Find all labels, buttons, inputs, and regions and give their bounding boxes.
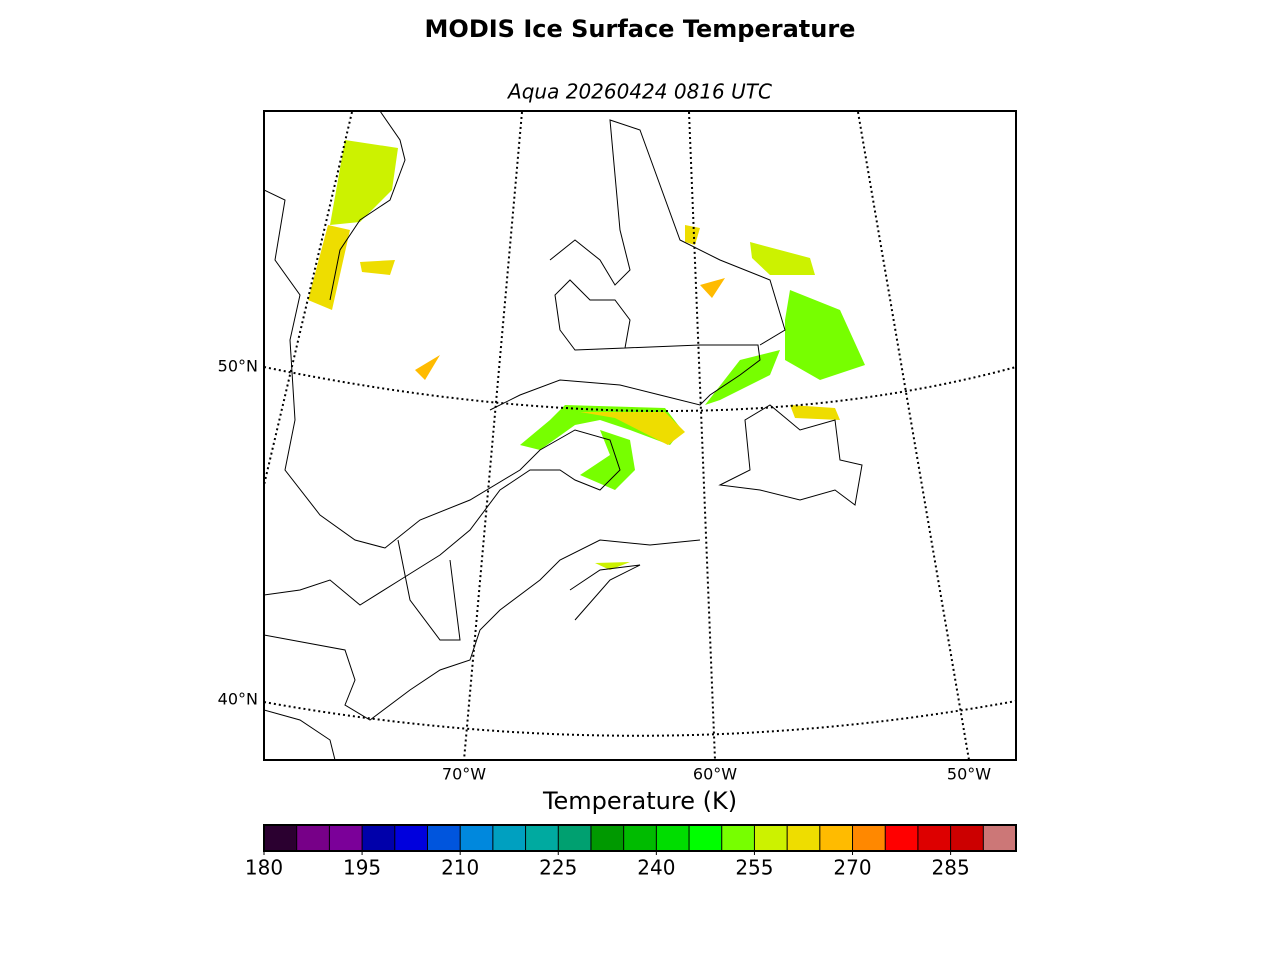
colorbar-segment — [427, 825, 461, 851]
colorbar-segment — [525, 825, 559, 851]
lat-label: 40°N — [218, 690, 258, 709]
colorbar-segment — [983, 825, 1017, 851]
colorbar-segment — [819, 825, 854, 851]
colorbar-segment — [950, 825, 984, 851]
colorbar-segment — [590, 825, 625, 851]
colorbar-tick-label: 225 — [539, 856, 577, 880]
colorbar-segment — [362, 825, 396, 851]
colorbar-tick-label: 180 — [245, 856, 283, 880]
colorbar-segment — [787, 825, 821, 851]
colorbar: 180 195 210 225 240 255 270 285 — [245, 824, 1017, 880]
colorbar-label: Temperature (K) — [542, 787, 737, 815]
colorbar-segment — [623, 825, 657, 851]
colorbar-segment — [656, 825, 690, 851]
colorbar-tick-label: 210 — [441, 856, 479, 880]
graticule — [264, 111, 1016, 760]
colorbar-segment — [264, 825, 298, 851]
colorbar-segment — [885, 825, 919, 851]
colorbar-segment — [492, 825, 527, 851]
lon-label: 70°W — [442, 765, 486, 784]
colorbar-segment — [689, 825, 723, 851]
colorbar-segment — [852, 825, 886, 851]
map: 50°N 40°N 70°W 60°W 50°W — [218, 110, 1017, 784]
lon-label: 60°W — [693, 765, 737, 784]
map-frame — [263, 110, 1017, 761]
colorbar-tick-label: 240 — [637, 856, 675, 880]
colorbar-tick-label: 255 — [735, 856, 773, 880]
colorbar-segment — [917, 825, 952, 851]
colorbar-tick-label: 285 — [932, 856, 970, 880]
lat-label: 50°N — [218, 357, 258, 376]
colorbar-tick-label: 270 — [833, 856, 871, 880]
colorbar-segment — [394, 825, 428, 851]
subtitle: Aqua 20260424 0816 UTC — [506, 80, 772, 104]
colorbar-segment — [460, 825, 494, 851]
colorbar-frame — [263, 824, 1017, 852]
colorbar-segment — [296, 825, 330, 851]
colorbar-tick-label: 195 — [343, 856, 381, 880]
lon-label: 50°W — [947, 765, 991, 784]
colorbar-segment — [558, 825, 592, 851]
title: MODIS Ice Surface Temperature — [425, 15, 856, 43]
ice-patches — [308, 140, 865, 570]
coastlines — [264, 111, 863, 760]
colorbar-segment — [329, 825, 363, 851]
colorbar-segment — [754, 825, 788, 851]
colorbar-segment — [721, 825, 755, 851]
